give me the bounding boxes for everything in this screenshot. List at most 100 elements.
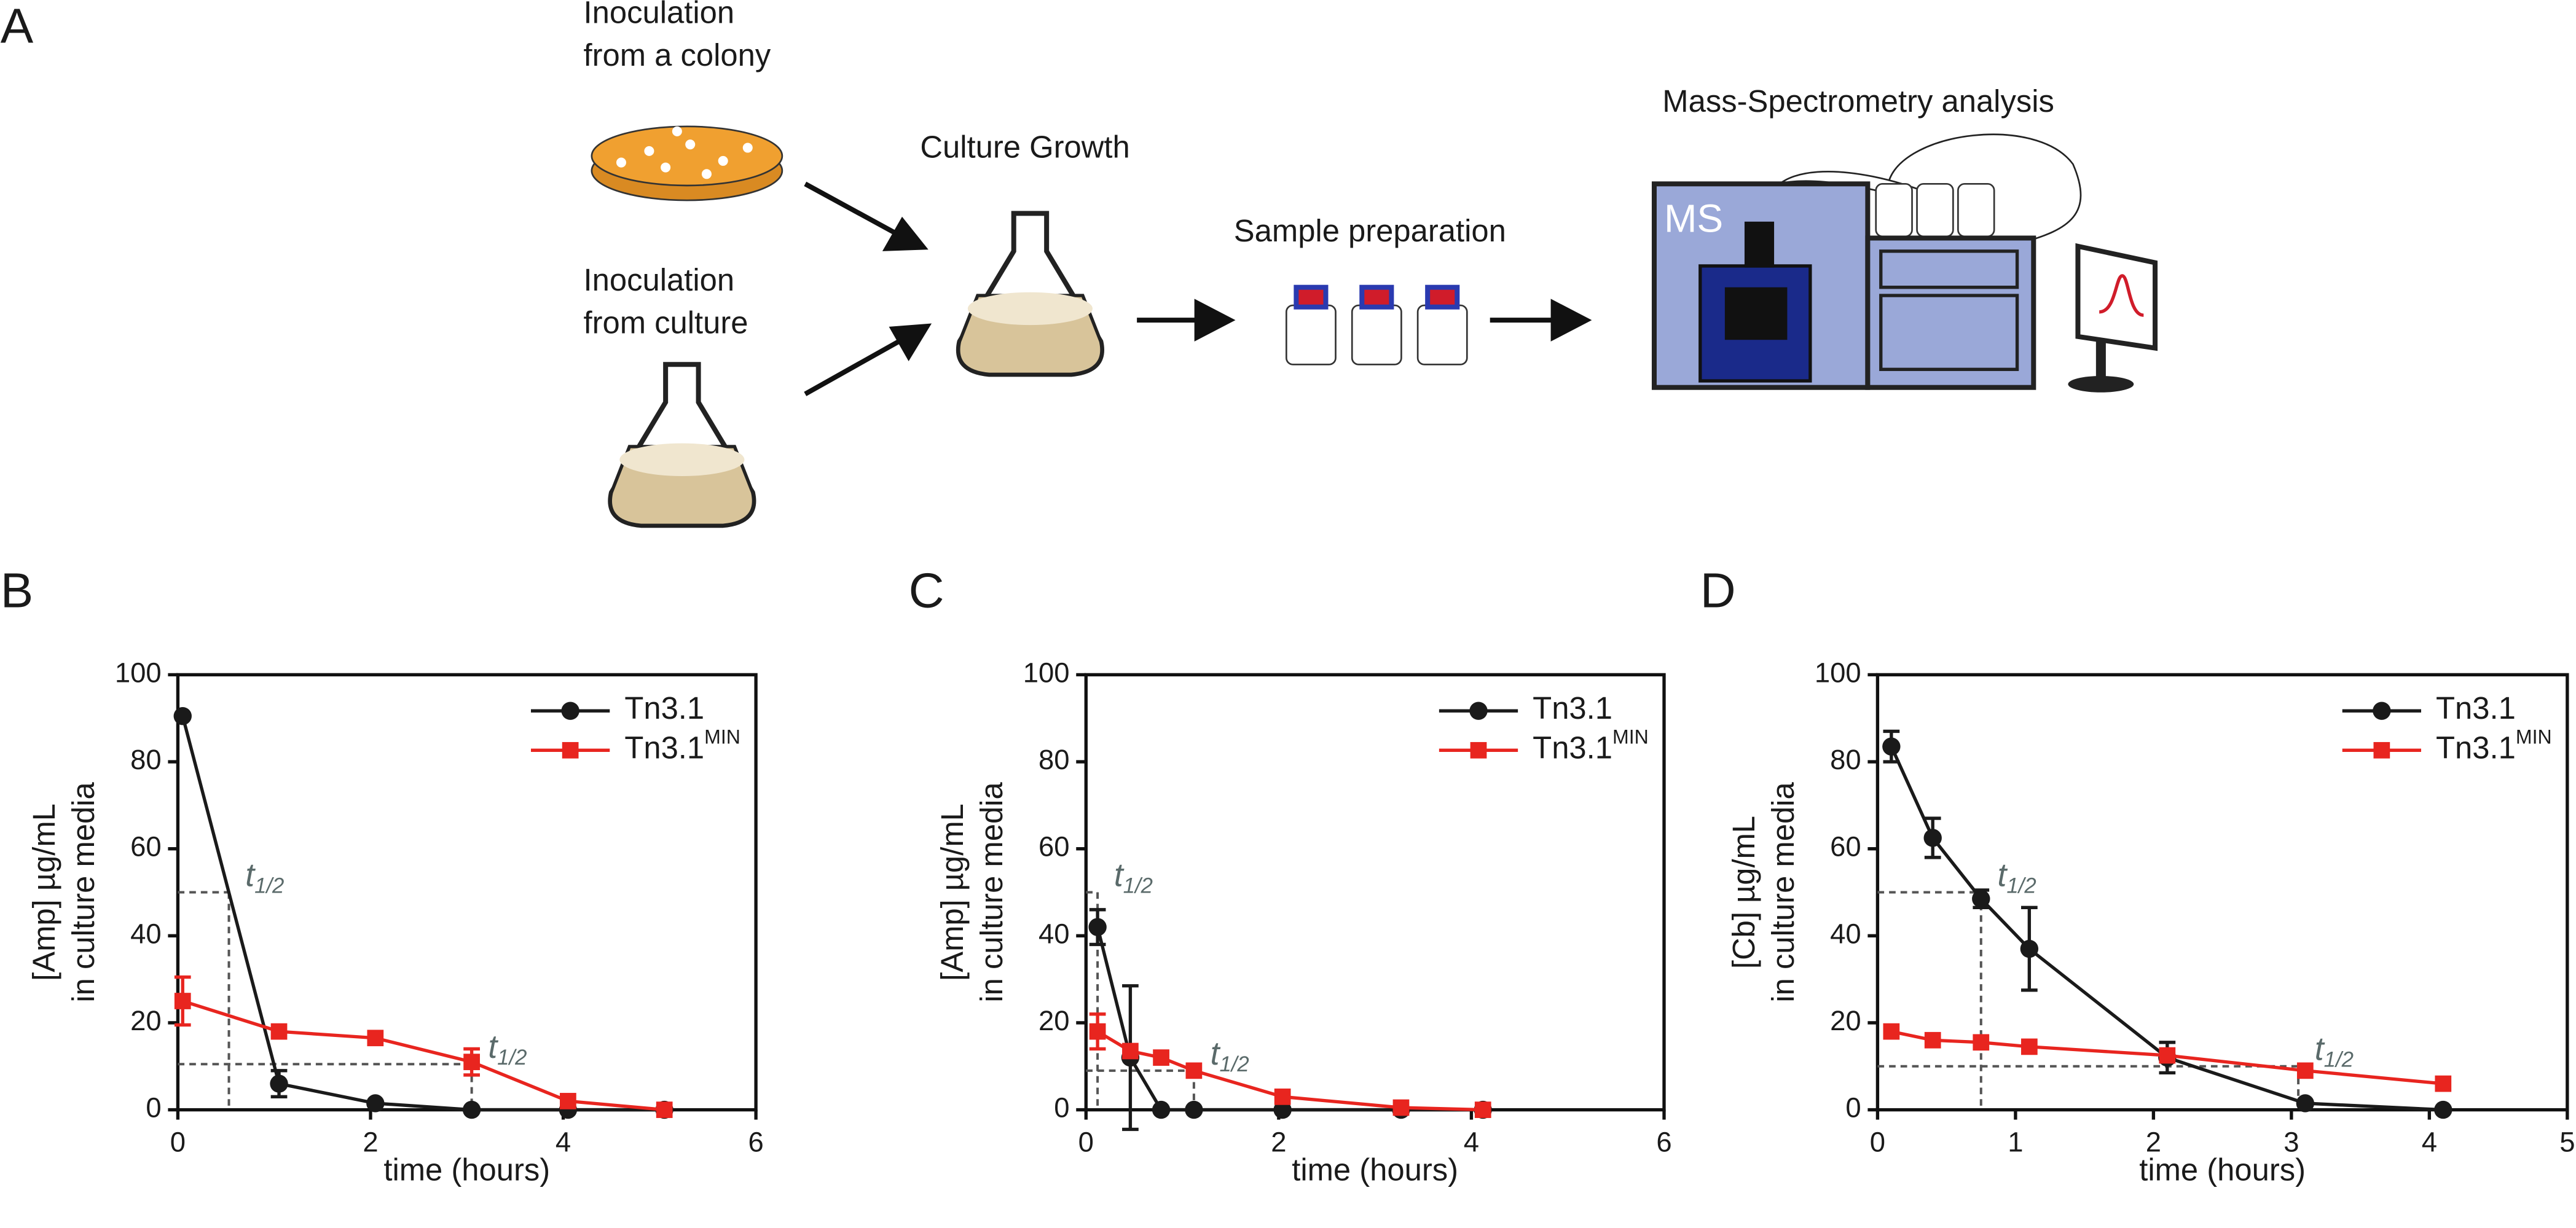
step-label: from a colony [584, 37, 771, 72]
y-tick-label: 60 [1039, 831, 1070, 862]
guide-label-main: t [1998, 858, 2008, 894]
series-line [1096, 926, 1483, 1112]
legend-label: Tn3.1 [2436, 691, 2516, 726]
y-axis-label: [Amp] µg/mL [26, 804, 61, 981]
y-tick-label: 0 [1054, 1092, 1069, 1124]
y-tick-label: 40 [130, 918, 162, 949]
marker [656, 1101, 673, 1118]
marker [560, 1093, 576, 1109]
y-tick-label: 40 [1039, 918, 1070, 949]
series-line [181, 715, 665, 1112]
panel-label: B [1, 563, 33, 618]
legend-name: Tn3.1 [624, 691, 704, 726]
legend-marker [1469, 702, 1488, 720]
legend-marker [1470, 741, 1487, 759]
x-axis-label: time (hours) [2139, 1152, 2306, 1187]
legend-label: Tn3.1 [1533, 691, 1612, 726]
x-tick-label: 0 [1078, 1127, 1094, 1158]
marker [1122, 1042, 1139, 1060]
x-tick-label: 5 [2559, 1127, 2575, 1158]
x-tick-label: 2 [2146, 1127, 2161, 1158]
legend-marker [2373, 702, 2391, 720]
marker [1392, 1099, 1410, 1116]
x-tick-label: 4 [1464, 1127, 1479, 1158]
legend-name: Tn3.1 [2436, 730, 2516, 765]
flask [956, 211, 1104, 377]
guide-label-main: t [245, 858, 256, 894]
guide-label: t1/2 [488, 1029, 527, 1070]
legend-label: Tn3.1 [624, 691, 704, 726]
x-tick-label: 2 [363, 1127, 378, 1158]
y-tick-label: 80 [1039, 744, 1070, 775]
guide-label-main: t [488, 1029, 498, 1065]
guide-label: t1/2 [1211, 1036, 1249, 1076]
y-tick-label: 80 [1830, 744, 1861, 775]
guide-label: t1/2 [1998, 858, 2036, 898]
y-axis-label: in culture media [1765, 782, 1800, 1003]
legend-superscript: MIN [1612, 726, 1649, 748]
legend-name: Tn3.1 [2436, 691, 2516, 726]
x-tick-label: 4 [2422, 1127, 2437, 1158]
marker [174, 993, 191, 1009]
marker [367, 1030, 384, 1047]
legend-name: Tn3.1 [1533, 730, 1612, 765]
vials [1285, 284, 1468, 366]
step-label: Mass-Spectrometry analysis [1662, 84, 2054, 119]
marker [2434, 1100, 2452, 1119]
y-tick-label: 60 [1830, 831, 1861, 862]
y-axis-label: in culture media [66, 782, 101, 1003]
marker [2296, 1062, 2314, 1079]
legend-marker [561, 702, 579, 720]
y-tick-label: 0 [1845, 1092, 1861, 1124]
guide-label: t1/2 [2315, 1031, 2354, 1072]
y-tick-label: 80 [130, 744, 162, 775]
guide-label-sub: 1/2 [2324, 1049, 2354, 1072]
marker [1924, 1031, 1941, 1049]
marker [2020, 1038, 2038, 1055]
ms-label: MS [1664, 197, 1723, 241]
guide-label: t1/2 [245, 858, 284, 898]
y-tick-label: 20 [1039, 1005, 1070, 1036]
legend-marker [562, 741, 579, 759]
marker [1882, 737, 1901, 756]
petri-dish [591, 125, 783, 201]
marker [1088, 918, 1107, 936]
marker [1274, 1088, 1291, 1105]
marker [2435, 1075, 2452, 1092]
marker [366, 1094, 385, 1113]
marker [270, 1023, 288, 1040]
marker [1883, 1023, 1900, 1040]
marker [2159, 1047, 2176, 1064]
marker [463, 1054, 480, 1071]
marker [1153, 1049, 1169, 1066]
legend-label: Tn3.1MIN [624, 726, 740, 765]
y-tick-label: 20 [1830, 1005, 1861, 1036]
guide-label-sub: 1/2 [1123, 875, 1153, 898]
guide-label-sub: 1/2 [497, 1046, 527, 1070]
x-tick-label: 2 [1271, 1127, 1286, 1158]
x-axis-label: time (hours) [1292, 1152, 1458, 1187]
legend-name: Tn3.1 [1533, 691, 1612, 726]
y-tick-label: 20 [130, 1005, 162, 1036]
marker [270, 1074, 288, 1093]
guide-label: t1/2 [1114, 858, 1153, 898]
legend-name: Tn3.1 [624, 730, 704, 765]
guide-label-sub: 1/2 [2006, 875, 2036, 898]
legend-superscript: MIN [704, 726, 740, 748]
legend-marker [2373, 741, 2390, 759]
marker [1185, 1100, 1203, 1119]
panel-label: A [1, 0, 34, 53]
y-tick-label: 60 [130, 831, 162, 862]
marker [1972, 890, 1990, 908]
x-tick-label: 6 [748, 1127, 763, 1158]
guide-label-main: t [1114, 858, 1125, 894]
flask [608, 362, 756, 528]
guide-label-sub: 1/2 [254, 875, 284, 898]
marker [1923, 829, 1942, 847]
panel-label: D [1700, 563, 1736, 618]
mass-spectrometer: MS [1651, 133, 2158, 393]
legend-superscript: MIN [2516, 726, 2552, 748]
panel-a: A Inoculation from a colony Inoculation … [1, 0, 2158, 528]
